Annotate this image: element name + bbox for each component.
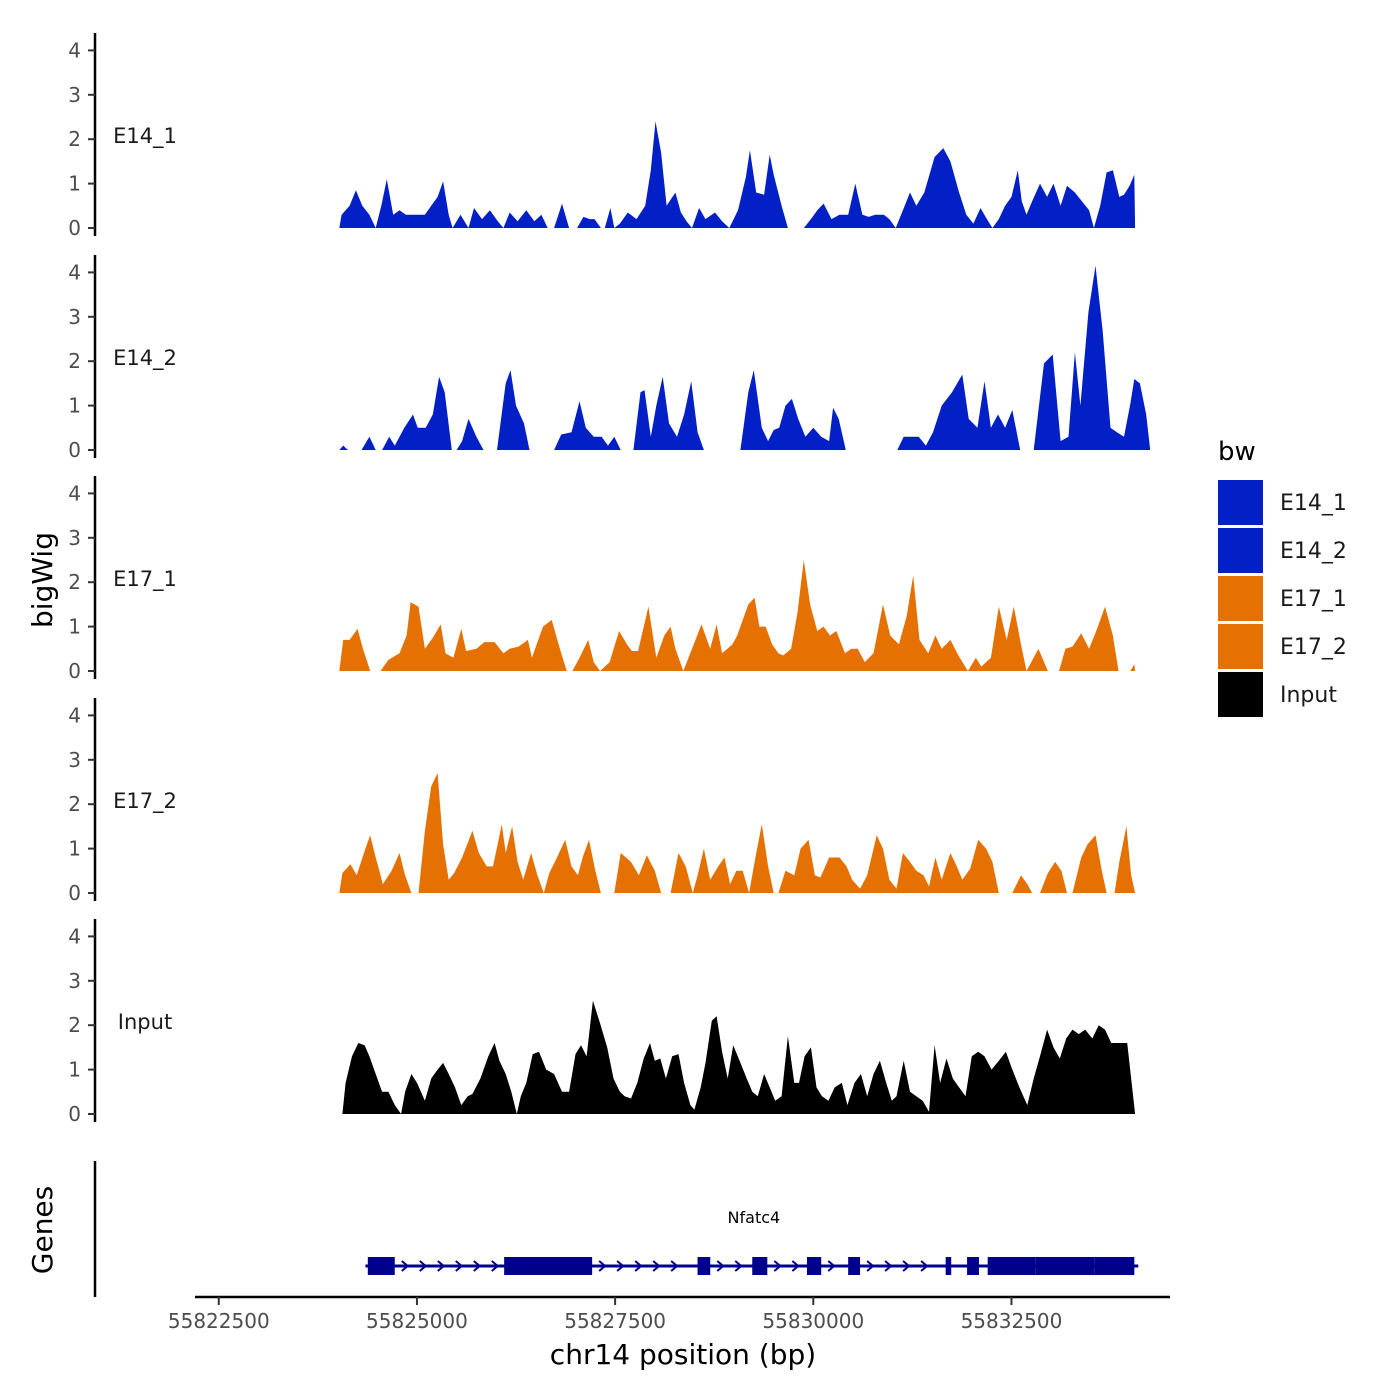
y-tick-label: 3 xyxy=(68,526,81,550)
strand-arrow xyxy=(455,1260,464,1272)
strand-arrow xyxy=(716,1260,725,1272)
y-tick-label: 0 xyxy=(68,216,81,240)
y-tick-label: 4 xyxy=(68,38,81,62)
strand-arrow xyxy=(902,1260,911,1272)
tracks-layer: 0 1 2 3 4 E14_1 0 1 2 3 4 E14_2 0 1 2 3 4 E17_1 0 1 2 3 4 E17_2… xyxy=(68,33,1151,1126)
strand-arrow xyxy=(437,1260,446,1272)
strand-arrow xyxy=(773,1260,782,1272)
legend-label-E17_1: E17_1 xyxy=(1280,587,1347,612)
gene-name: Nfatc4 xyxy=(728,1208,781,1227)
strand-arrow xyxy=(670,1260,679,1272)
exon xyxy=(848,1257,861,1275)
y-tick-label: 2 xyxy=(68,792,81,816)
x-axis-title: chr14 position (bp) xyxy=(550,1338,816,1371)
y-tick-label: 2 xyxy=(68,1013,81,1037)
strand-arrow xyxy=(884,1260,893,1272)
legend-label-E14_2: E14_2 xyxy=(1280,539,1347,564)
y-tick-label: 1 xyxy=(68,1058,81,1082)
legend-label-E17_2: E17_2 xyxy=(1280,635,1347,660)
y-tick-label: 1 xyxy=(68,394,81,418)
gene-track: Nfatc4 xyxy=(93,1161,1139,1297)
y-tick-label: 2 xyxy=(68,127,81,151)
track-E14_2: 0 1 2 3 4 E14_2 xyxy=(68,255,1151,462)
legend-label-Input: Input xyxy=(1280,683,1337,708)
strand-arrow xyxy=(866,1260,875,1272)
exon xyxy=(504,1257,593,1275)
strand-arrow xyxy=(401,1260,410,1272)
strand-arrow xyxy=(491,1260,500,1272)
y-tick-label: 3 xyxy=(68,748,81,772)
track-E17_1: 0 1 2 3 4 E17_1 xyxy=(68,476,1136,683)
y-tick-label: 4 xyxy=(68,481,81,505)
x-tick-label: 55832500 xyxy=(961,1309,1063,1333)
series-area-Input xyxy=(342,1000,1136,1114)
track-label: E14_2 xyxy=(113,346,177,371)
y-tick-label: 3 xyxy=(68,969,81,993)
y-tick-label: 0 xyxy=(68,659,81,683)
exon xyxy=(367,1257,395,1275)
track-label: E14_1 xyxy=(113,124,177,149)
y-tick-label: 1 xyxy=(68,615,81,639)
legend-swatch-E14_2 xyxy=(1218,528,1263,573)
gene-track-title: Genes xyxy=(26,1186,59,1274)
exon xyxy=(945,1257,952,1275)
exon xyxy=(987,1257,1036,1275)
strand-arrow xyxy=(473,1260,482,1272)
strand-arrow xyxy=(419,1260,428,1272)
legend-swatch-E17_2 xyxy=(1218,624,1263,669)
strand-arrow xyxy=(634,1260,643,1272)
y-tick-label: 0 xyxy=(68,1102,81,1126)
strand-arrow xyxy=(652,1260,661,1272)
strand-arrow xyxy=(598,1260,607,1272)
strand-arrow xyxy=(616,1260,625,1272)
track-Input: 0 1 2 3 4 Input xyxy=(68,919,1136,1126)
exon xyxy=(697,1257,711,1275)
exon xyxy=(752,1257,768,1275)
track-label: Input xyxy=(118,1010,172,1034)
y-tick-label: 4 xyxy=(68,924,81,948)
y-axis-title: bigWig xyxy=(26,532,59,628)
track-E14_1: 0 1 2 3 4 E14_1 xyxy=(68,33,1136,240)
series-area-E17_1 xyxy=(339,560,1136,671)
x-tick-label: 55822500 xyxy=(168,1309,270,1333)
strand-arrow xyxy=(827,1260,836,1272)
x-axis: 55822500 55825000 55827500 55830000 55832500 xyxy=(168,1295,1170,1333)
series-area-E14_2 xyxy=(339,265,1151,450)
strand-arrow xyxy=(920,1260,929,1272)
x-tick-label: 55825000 xyxy=(366,1309,468,1333)
y-tick-label: 2 xyxy=(68,349,81,373)
exon xyxy=(967,1257,979,1275)
strand-arrow xyxy=(791,1260,800,1272)
strand-arrow xyxy=(734,1260,743,1272)
series-area-E17_2 xyxy=(339,773,1136,893)
y-tick-label: 0 xyxy=(68,438,81,462)
y-tick-label: 4 xyxy=(68,260,81,284)
y-tick-label: 3 xyxy=(68,83,81,107)
y-tick-label: 4 xyxy=(68,703,81,727)
legend-swatch-E17_1 xyxy=(1218,576,1263,621)
legend-swatch-E14_1 xyxy=(1218,480,1263,525)
series-area-E14_1 xyxy=(339,121,1136,228)
y-tick-label: 2 xyxy=(68,570,81,594)
y-tick-label: 1 xyxy=(68,837,81,861)
track-label: E17_2 xyxy=(113,789,177,814)
legend: bw E14_1 E14_2 E17_1 E17_2 Input xyxy=(1218,437,1347,717)
x-tick-label: 55830000 xyxy=(762,1309,864,1333)
legend-title: bw xyxy=(1218,437,1256,467)
exon xyxy=(1094,1257,1135,1275)
track-E17_2: 0 1 2 3 4 E17_2 xyxy=(68,698,1136,905)
legend-swatch-Input xyxy=(1218,672,1263,717)
track-label: E17_1 xyxy=(113,567,177,592)
y-tick-label: 1 xyxy=(68,172,81,196)
exon xyxy=(1035,1257,1095,1275)
x-tick-label: 55827500 xyxy=(564,1309,666,1333)
legend-label-E14_1: E14_1 xyxy=(1280,491,1347,516)
y-tick-label: 3 xyxy=(68,305,81,329)
y-tick-label: 0 xyxy=(68,881,81,905)
exon xyxy=(806,1257,822,1275)
